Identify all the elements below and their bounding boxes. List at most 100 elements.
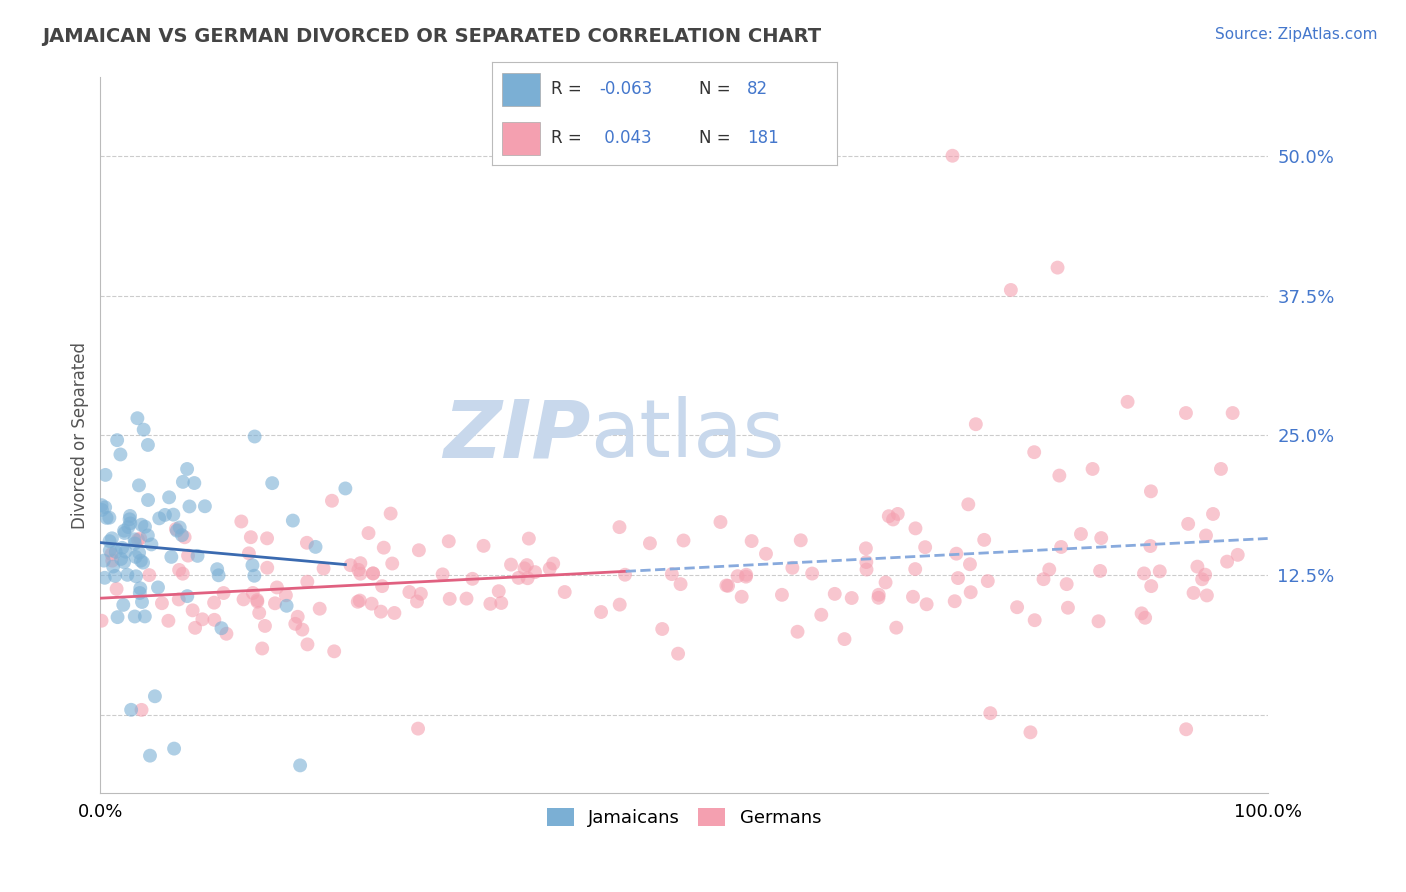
Jamaicans (112, 598, 135, 612)
Germans (973, 533, 995, 547)
Jamaicans (107, 610, 129, 624)
Germans (1195, 589, 1218, 603)
Germans (357, 526, 380, 541)
Germans (1032, 572, 1054, 586)
Germans (882, 512, 904, 526)
Germans (347, 563, 370, 577)
Jamaicans (163, 741, 186, 756)
Jamaicans (242, 558, 264, 573)
Germans (297, 574, 319, 589)
Jamaicans (90, 498, 112, 512)
Germans (1175, 723, 1198, 737)
Germans (1133, 611, 1156, 625)
Jamaicans (148, 511, 170, 525)
Germans (184, 621, 207, 635)
Germans (669, 577, 692, 591)
Jamaicans (304, 540, 326, 554)
Jamaicans (132, 556, 155, 570)
Germans (790, 533, 813, 548)
Germans (1050, 540, 1073, 554)
Germans (373, 541, 395, 555)
Germans (232, 592, 254, 607)
Germans (672, 533, 695, 548)
Jamaicans (186, 549, 208, 563)
Germans (516, 558, 538, 573)
Text: -0.063: -0.063 (599, 80, 652, 98)
Germans (127, 533, 149, 547)
Jamaicans (146, 581, 169, 595)
Germans (524, 565, 547, 579)
Germans (380, 507, 402, 521)
Germans (479, 597, 502, 611)
Jamaicans (170, 528, 193, 542)
Germans (1057, 600, 1080, 615)
Germans (834, 632, 856, 646)
Germans (239, 530, 262, 544)
Germans (370, 605, 392, 619)
Jamaicans (98, 534, 121, 549)
Text: 0.043: 0.043 (599, 129, 651, 147)
Jamaicans (93, 571, 115, 585)
Germans (247, 606, 270, 620)
Germans (589, 605, 612, 619)
Jamaicans (176, 589, 198, 603)
Germans (488, 584, 510, 599)
Germans (943, 594, 966, 608)
Text: atlas: atlas (591, 396, 785, 475)
Germans (491, 596, 513, 610)
Germans (875, 575, 897, 590)
Jamaicans (128, 586, 150, 600)
Germans (105, 582, 128, 596)
Germans (1024, 613, 1046, 627)
Jamaicans (120, 516, 142, 531)
Germans (215, 627, 238, 641)
Text: N =: N = (699, 80, 735, 98)
Jamaicans (114, 526, 136, 541)
Germans (1149, 565, 1171, 579)
Jamaicans (139, 748, 162, 763)
Germans (1038, 562, 1060, 576)
Germans (287, 609, 309, 624)
Germans (855, 541, 877, 556)
Jamaicans (288, 758, 311, 772)
Germans (360, 597, 382, 611)
Germans (1182, 586, 1205, 600)
Germans (167, 592, 190, 607)
Germans (1194, 567, 1216, 582)
Jamaicans (124, 609, 146, 624)
Germans (731, 590, 754, 604)
Germans (1130, 607, 1153, 621)
Germans (965, 417, 987, 432)
Jamaicans (160, 549, 183, 564)
Germans (150, 596, 173, 610)
Jamaicans (169, 520, 191, 534)
Jamaicans (120, 703, 142, 717)
Jamaicans (157, 491, 180, 505)
Germans (1024, 445, 1046, 459)
Y-axis label: Divorced or Separated: Divorced or Separated (72, 342, 89, 529)
Germans (1081, 462, 1104, 476)
Germans (1174, 406, 1197, 420)
Jamaicans (110, 447, 132, 461)
Germans (439, 591, 461, 606)
Germans (513, 561, 536, 575)
Jamaicans (98, 543, 121, 558)
Jamaicans (166, 524, 188, 538)
Germans (408, 543, 430, 558)
Germans (274, 588, 297, 602)
Jamaicans (262, 476, 284, 491)
Jamaicans (118, 508, 141, 523)
Germans (250, 641, 273, 656)
FancyBboxPatch shape (502, 73, 540, 105)
Germans (191, 612, 214, 626)
Germans (810, 607, 832, 622)
Germans (609, 598, 631, 612)
Germans (472, 539, 495, 553)
Germans (165, 522, 187, 536)
Germans (138, 568, 160, 582)
Germans (212, 586, 235, 600)
Germans (1087, 615, 1109, 629)
Germans (1177, 516, 1199, 531)
Germans (1005, 600, 1028, 615)
Germans (264, 596, 287, 610)
